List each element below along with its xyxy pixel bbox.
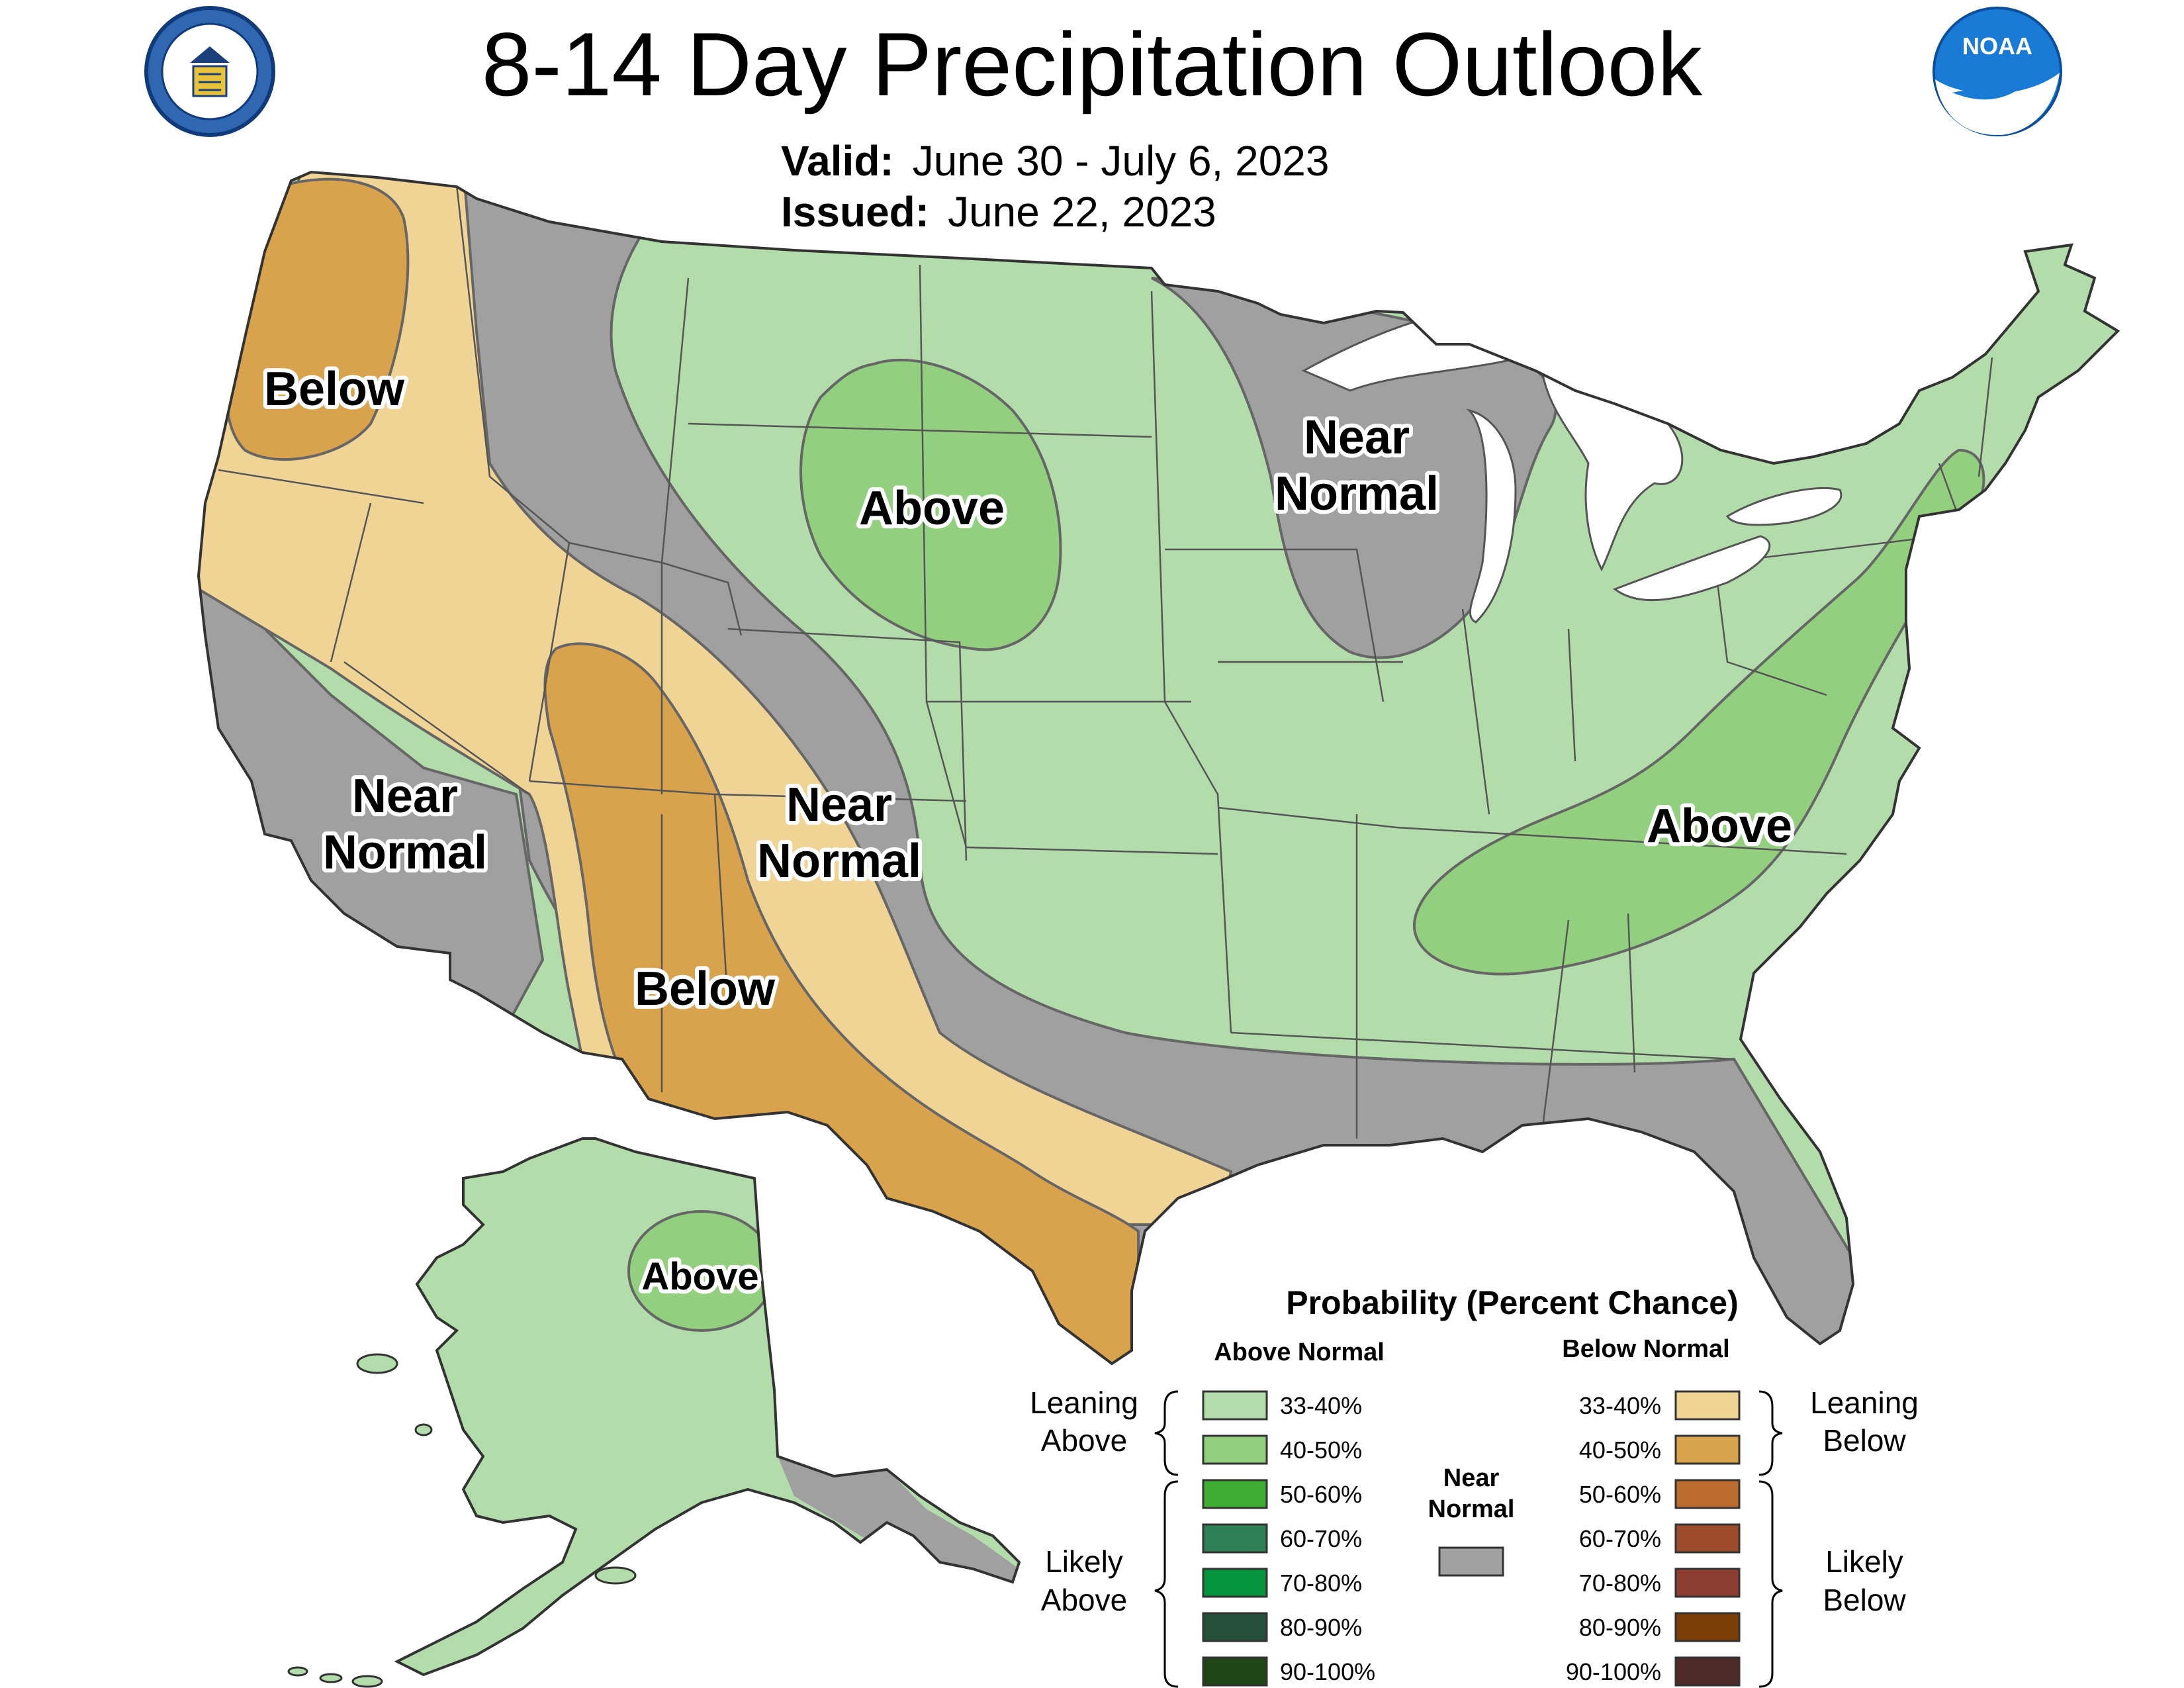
legend-above-label-5: 80-90% — [1280, 1614, 1362, 1641]
legend-below-label-3: 60-70% — [1579, 1525, 1661, 1552]
region-label-sw-below: Below — [635, 962, 776, 1015]
region-label-alaska-above: Above — [641, 1255, 758, 1298]
legend-above-swatch-5 — [1202, 1612, 1268, 1642]
legend-near-normal-line1: Near — [1443, 1464, 1500, 1492]
legend-above-label-2: 50-60% — [1280, 1481, 1362, 1508]
department-of-commerce-seal — [144, 6, 275, 137]
legend-below-rows: 33-40% 40-50% 50-60% 60-70% 70-80% 80-90% 90-1… — [1566, 1390, 1741, 1687]
alaska-outline — [394, 1137, 1021, 1677]
valid-date: June 30 - July 6, 2023 — [912, 137, 1330, 185]
legend-leaning-below-line1: Leaning — [1810, 1385, 1919, 1420]
legend-below-label-5: 80-90% — [1579, 1614, 1661, 1641]
region-label-glakes-near-normal-line2: Normal — [1275, 467, 1439, 520]
legend-below-swatch-0 — [1674, 1390, 1741, 1421]
legend-leaning-above-line2: Above — [1041, 1423, 1127, 1458]
region-label-pnw-below: Below — [264, 363, 405, 416]
legend-above-header: Above Normal — [1214, 1338, 1385, 1366]
legend-above-label-4: 70-80% — [1280, 1570, 1362, 1597]
legend-title: Probability (Percent Chance) — [1286, 1284, 1739, 1321]
map-title: 8-14 Day Precipitation Outlook — [481, 14, 1703, 115]
west-leaning-below-area — [199, 172, 1233, 1226]
sw-below-area — [543, 642, 1140, 1364]
legend-near-normal-line2: Normal — [1428, 1495, 1515, 1523]
legend-above-swatch-6 — [1202, 1656, 1268, 1687]
southeast-above-area — [1413, 448, 1985, 976]
legend-near-normal-swatch — [1438, 1546, 1504, 1577]
aleutian-islands — [287, 1353, 637, 1688]
legend-leaning-above-line1: Leaning — [1030, 1385, 1138, 1420]
legend-below-label-0: 33-40% — [1579, 1392, 1661, 1419]
valid-label: Valid: — [781, 137, 894, 185]
legend-above-label-0: 33-40% — [1280, 1392, 1362, 1419]
legend-below-swatch-2 — [1674, 1479, 1741, 1509]
region-label-southeast-above: Above — [1647, 800, 1792, 853]
legend-below-swatch-6 — [1674, 1656, 1741, 1687]
region-label-plains-above: Above — [859, 482, 1005, 535]
legend-below-label-4: 70-80% — [1579, 1570, 1661, 1597]
legend-above-swatch-1 — [1202, 1434, 1268, 1465]
issued-date: June 22, 2023 — [948, 188, 1216, 236]
state-borders — [218, 185, 1993, 1139]
legend-below-label-6: 90-100% — [1566, 1658, 1661, 1685]
region-label-rockies-near-normal-line2: Normal — [757, 835, 921, 888]
region-label-glakes-near-normal-line1: Near — [1304, 411, 1410, 464]
valid-date-line: Valid: June 30 - July 6, 2023 — [781, 136, 1329, 186]
alaska-map — [287, 1137, 1021, 1688]
issued-label: Issued: — [781, 188, 930, 236]
legend-braces — [1154, 1390, 1783, 1688]
legend-below-label-1: 40-50% — [1579, 1436, 1661, 1464]
legend-likely-above-line2: Above — [1041, 1583, 1127, 1617]
conus-map — [197, 170, 2120, 1366]
legend: Probability (Percent Chance) Above Norma… — [1030, 1284, 1919, 1688]
legend-below-header: Below Normal — [1562, 1335, 1729, 1363]
legend-above-label-6: 90-100% — [1280, 1658, 1375, 1685]
legend-below-swatch-5 — [1674, 1612, 1741, 1642]
region-label-ca-near-normal-line2: Normal — [323, 826, 487, 879]
legend-above-label-1: 40-50% — [1280, 1436, 1362, 1464]
legend-below-swatch-4 — [1674, 1568, 1741, 1598]
legend-likely-above-line1: Likely — [1045, 1544, 1123, 1579]
region-labels: Below Near Normal Below Near Normal Abov… — [260, 359, 1796, 1302]
noaa-logo: NOAA — [1933, 7, 2062, 136]
legend-below-label-2: 50-60% — [1579, 1481, 1661, 1508]
legend-below-swatch-3 — [1674, 1523, 1741, 1554]
legend-below-swatch-1 — [1674, 1434, 1741, 1465]
region-label-ca-near-normal-line1: Near — [352, 770, 458, 823]
legend-likely-below-line2: Below — [1823, 1583, 1906, 1617]
legend-above-swatch-0 — [1202, 1390, 1268, 1421]
legend-above-label-3: 60-70% — [1280, 1525, 1362, 1552]
legend-above-rows: 33-40% 40-50% 50-60% 60-70% 70-80% 80-90% 90-1… — [1202, 1390, 1375, 1687]
legend-above-swatch-2 — [1202, 1479, 1268, 1509]
noaa-logo-text: NOAA — [1962, 32, 2032, 60]
issued-date-line: Issued: June 22, 2023 — [781, 187, 1216, 237]
legend-above-swatch-3 — [1202, 1523, 1268, 1554]
legend-leaning-below-line2: Below — [1823, 1423, 1906, 1458]
legend-above-swatch-4 — [1202, 1568, 1268, 1598]
region-label-rockies-near-normal-line1: Near — [786, 778, 892, 831]
conus-outline — [197, 170, 2120, 1366]
legend-likely-below-line1: Likely — [1825, 1544, 1903, 1579]
